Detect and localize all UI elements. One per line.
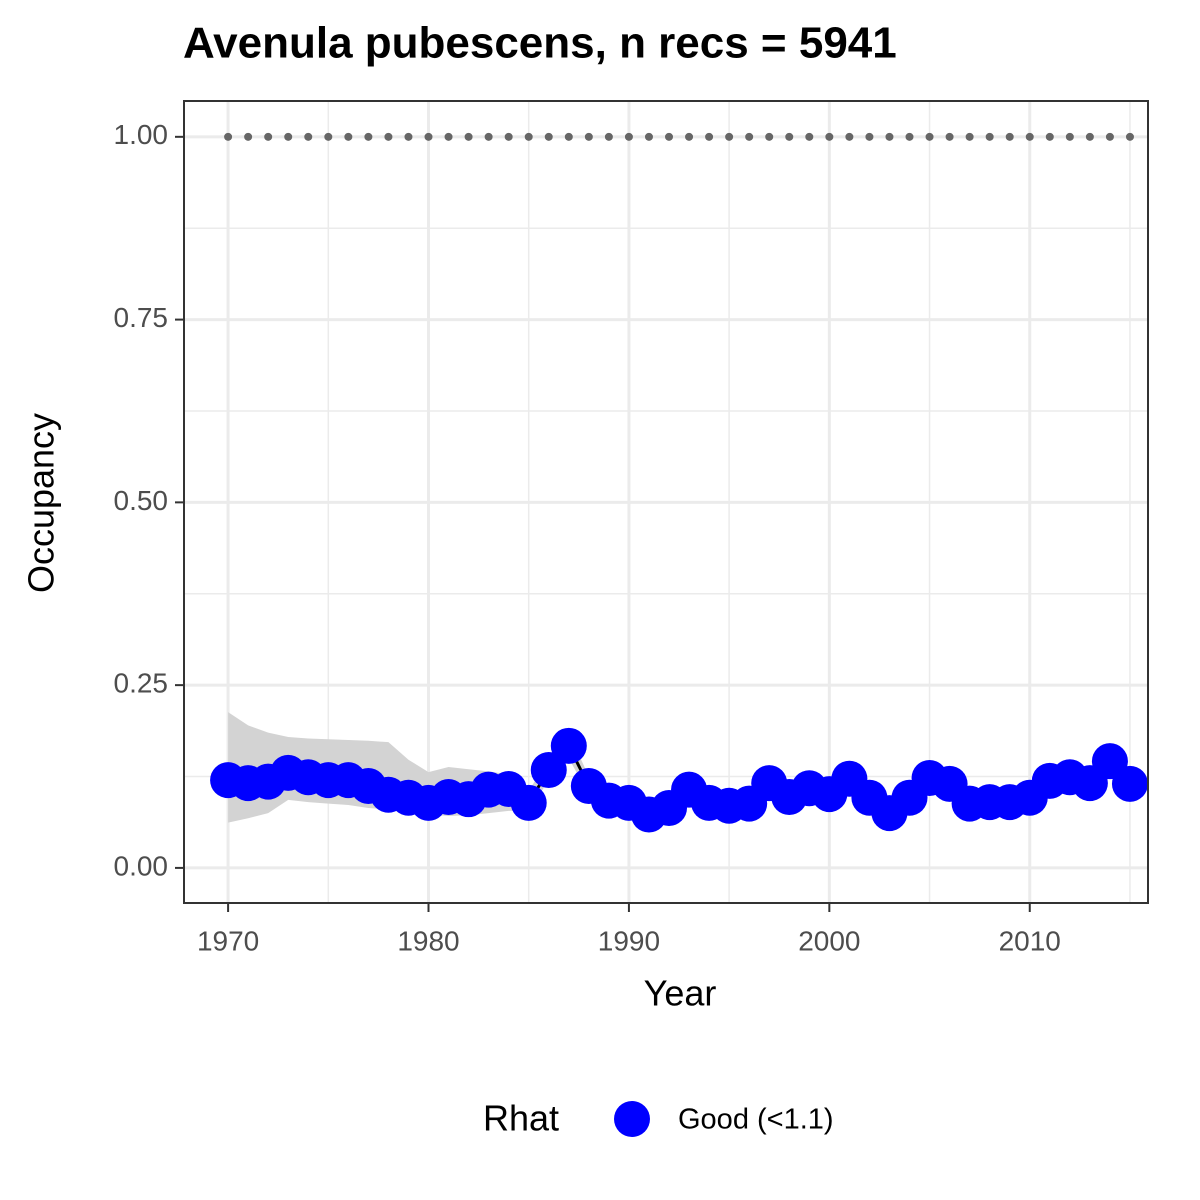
x-tick-label: 1980 [397, 925, 459, 956]
x-tick-label: 1990 [598, 925, 660, 956]
x-tick-label: 1970 [197, 925, 259, 956]
legend-label: Good (<1.1) [678, 1104, 834, 1136]
reference-point [564, 132, 573, 141]
reference-point [745, 132, 754, 141]
x-tick-label: 2010 [999, 925, 1061, 956]
reference-point [244, 132, 253, 141]
point [530, 751, 567, 788]
reference-point [885, 132, 894, 141]
reference-point [584, 132, 593, 141]
reference-point [705, 132, 714, 141]
reference-point [444, 132, 453, 141]
reference-point [1085, 132, 1094, 141]
reference-point [324, 132, 333, 141]
reference-point [665, 132, 674, 141]
legend-key [614, 1101, 650, 1137]
reference-point [544, 132, 553, 141]
reference-point [344, 132, 353, 141]
x-tick-label: 2000 [798, 925, 860, 956]
y-tick-label: 1.00 [114, 119, 169, 150]
reference-point [805, 132, 814, 141]
plot-border [183, 100, 1149, 904]
reference-point [845, 132, 854, 141]
reference-point [504, 132, 513, 141]
reference-point [1005, 132, 1014, 141]
reference-point [644, 132, 653, 141]
reference-point [785, 132, 794, 141]
reference-point [304, 132, 313, 141]
y-tick-label: 0.50 [114, 485, 169, 516]
reference-point [264, 132, 273, 141]
reference-point [725, 132, 734, 141]
reference-point [484, 132, 493, 141]
reference-point [1045, 132, 1054, 141]
reference-point [224, 132, 233, 141]
point [1111, 765, 1148, 802]
reference-point [524, 132, 533, 141]
reference-point [404, 132, 413, 141]
legend-title: Rhat [483, 1098, 559, 1139]
y-tick-label: 0.25 [114, 668, 169, 699]
x-axis-label: Year [644, 973, 717, 1014]
reference-point [424, 132, 433, 141]
reference-point [685, 132, 694, 141]
reference-point [384, 132, 393, 141]
reference-point [965, 132, 974, 141]
reference-point [985, 132, 994, 141]
y-axis-label: Occupancy [21, 413, 62, 593]
chart-title: Avenula pubescens, n recs = 5941 [183, 19, 897, 68]
reference-point [905, 132, 914, 141]
reference-point [364, 132, 373, 141]
reference-point [825, 132, 834, 141]
reference-point [1065, 132, 1074, 141]
reference-point [624, 132, 633, 141]
y-tick-label: 0.75 [114, 302, 169, 333]
point [510, 784, 547, 821]
reference-point [1025, 132, 1034, 141]
reference-point [945, 132, 954, 141]
point [550, 727, 587, 764]
reference-point [1105, 132, 1114, 141]
reference-point [925, 132, 934, 141]
reference-point [765, 132, 774, 141]
reference-point [464, 132, 473, 141]
reference-point [865, 132, 874, 141]
reference-point [284, 132, 293, 141]
reference-point [604, 132, 613, 141]
reference-point [1125, 132, 1134, 141]
y-tick-label: 0.00 [114, 850, 169, 881]
